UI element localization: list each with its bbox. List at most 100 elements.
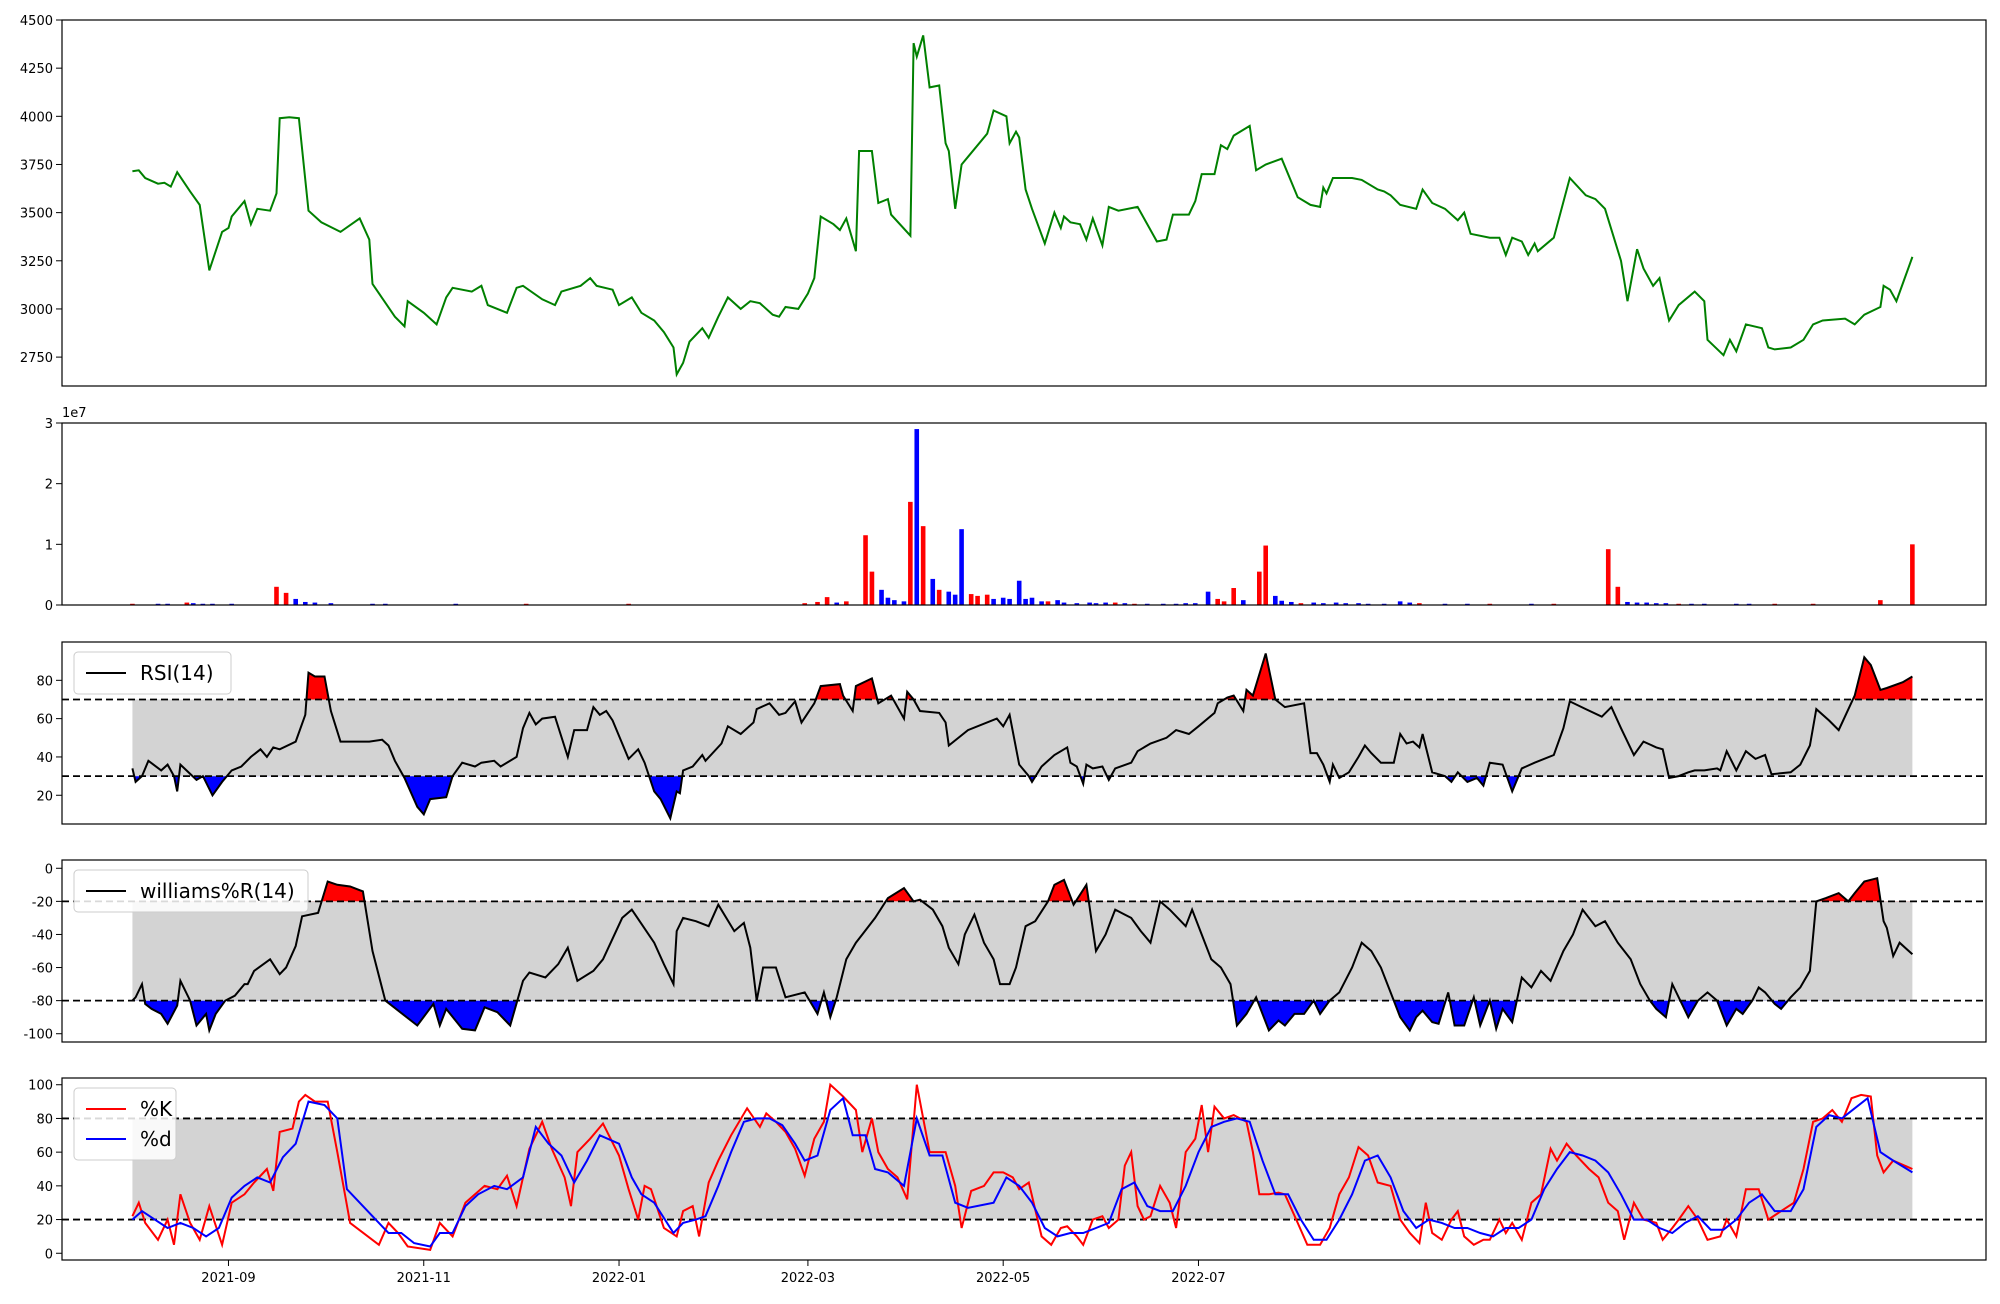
price-line <box>132 35 1914 378</box>
williams-oversold-fill <box>144 1000 1788 1031</box>
volume-bar <box>1144 603 1150 605</box>
price-ytick-label: 4500 <box>20 14 53 29</box>
volume-bar <box>130 603 135 605</box>
volume-bar <box>984 594 990 605</box>
volume-bar <box>1529 603 1534 605</box>
rsi-ytick-label: 80 <box>36 674 53 689</box>
volume-bar <box>1689 603 1694 605</box>
price-ytick-label: 4250 <box>20 62 53 77</box>
volume-bar <box>959 529 964 605</box>
williams-ytick-label: 0 <box>45 862 53 877</box>
volume-bar <box>523 603 529 605</box>
volume-bar <box>1407 602 1413 605</box>
x-tick-label: 2022-07 <box>1171 1271 1225 1286</box>
volume-bar <box>1263 545 1269 605</box>
volume-bar <box>1365 603 1371 605</box>
williams-legend-label: williams%R(14) <box>140 879 295 903</box>
volume-bar <box>1039 601 1044 605</box>
volume-bar <box>1634 602 1640 605</box>
volume-bar <box>1381 603 1387 605</box>
volume-bar <box>908 501 913 605</box>
volume-bar <box>1417 603 1422 605</box>
volume-bar <box>1029 597 1035 605</box>
volume-bar <box>1045 601 1051 605</box>
x-tick-label: 2021-11 <box>397 1271 451 1286</box>
price-ytick-label: 3500 <box>20 207 53 222</box>
volume-bar <box>1112 602 1118 605</box>
volume-bar <box>930 578 936 605</box>
volume-bar <box>1173 603 1179 605</box>
williams-ytick-label: -20 <box>32 895 53 910</box>
volume-bar <box>1183 603 1188 605</box>
volume-bar <box>1192 603 1198 605</box>
volume-bar <box>1215 598 1220 605</box>
volume-bar <box>229 603 234 605</box>
volume-bar <box>1397 601 1403 605</box>
x-tick-label: 2022-03 <box>781 1271 835 1286</box>
volume-ytick-label: 0 <box>45 599 53 614</box>
williams-legend-box <box>73 869 309 913</box>
volume-bar <box>1298 603 1304 605</box>
x-tick-label: 2021-09 <box>201 1271 255 1286</box>
volume-bar <box>1007 598 1012 605</box>
rsi-panel-frame <box>61 641 1987 825</box>
volume-bar <box>869 571 875 605</box>
volume-bar <box>1701 603 1707 605</box>
volume-bar <box>1231 588 1236 605</box>
volume-bar <box>946 591 952 605</box>
stochastic-ytick-label: 100 <box>28 1079 53 1094</box>
volume-bar <box>1663 603 1669 605</box>
price-ytick-label: 3000 <box>20 303 53 318</box>
williams-series-line <box>131 876 1914 1034</box>
volume-bar <box>1093 603 1099 605</box>
volume-ytick-label: 3 <box>45 417 53 432</box>
williams-ytick-label: -60 <box>32 962 53 977</box>
volume-bar <box>1122 603 1128 605</box>
williams-panel-frame <box>61 859 1987 1043</box>
price-ytick-label: 2750 <box>20 351 53 366</box>
volume-bar <box>879 589 884 605</box>
rsi-legend-box <box>73 651 232 695</box>
volume-bar <box>1103 602 1108 605</box>
volume-bar <box>1256 571 1262 605</box>
volume-bar <box>968 594 974 605</box>
stochastic-legend-label: %d <box>140 1127 172 1151</box>
volume-bar <box>274 586 279 605</box>
rsi-ytick-label: 40 <box>36 751 53 766</box>
volume-offset-label: 1e7 <box>62 406 87 421</box>
stochastic-legend-label: %K <box>140 1097 173 1121</box>
volume-bar <box>1023 598 1028 605</box>
volume-bar <box>184 602 190 605</box>
volume-ytick-label: 1 <box>45 538 53 553</box>
volume-bar <box>155 603 161 605</box>
volume-bar <box>1910 544 1915 605</box>
volume-bar <box>1061 602 1067 605</box>
stochastic-ytick-label: 60 <box>36 1146 53 1161</box>
volume-bar <box>165 603 170 605</box>
volume-bar <box>991 598 996 605</box>
volume-bar <box>1644 602 1649 605</box>
volume-bar <box>936 589 942 605</box>
volume-bar <box>1273 595 1278 605</box>
volume-bar <box>453 603 459 605</box>
volume-panel-frame <box>61 422 1987 606</box>
volume-bar <box>920 526 926 605</box>
volume-bar <box>312 602 318 605</box>
volume-bar <box>1160 603 1166 605</box>
volume-bar <box>1625 601 1630 605</box>
volume-bar <box>1551 603 1557 605</box>
volume-bar <box>370 603 375 605</box>
volume-bar <box>1487 603 1493 605</box>
volume-bar <box>885 597 891 605</box>
stochastic-ytick-label: 20 <box>36 1214 53 1229</box>
stochastic-neutral-band <box>132 1118 1913 1220</box>
stochastic-ytick-label: 80 <box>36 1112 53 1127</box>
volume-bar <box>1132 603 1137 605</box>
volume-bar <box>892 600 897 605</box>
price-ytick-label: 4000 <box>20 110 53 125</box>
volume-bar <box>863 535 868 605</box>
volume-bar <box>626 603 631 605</box>
volume-bar <box>1343 603 1349 605</box>
volume-bar <box>1615 586 1621 605</box>
